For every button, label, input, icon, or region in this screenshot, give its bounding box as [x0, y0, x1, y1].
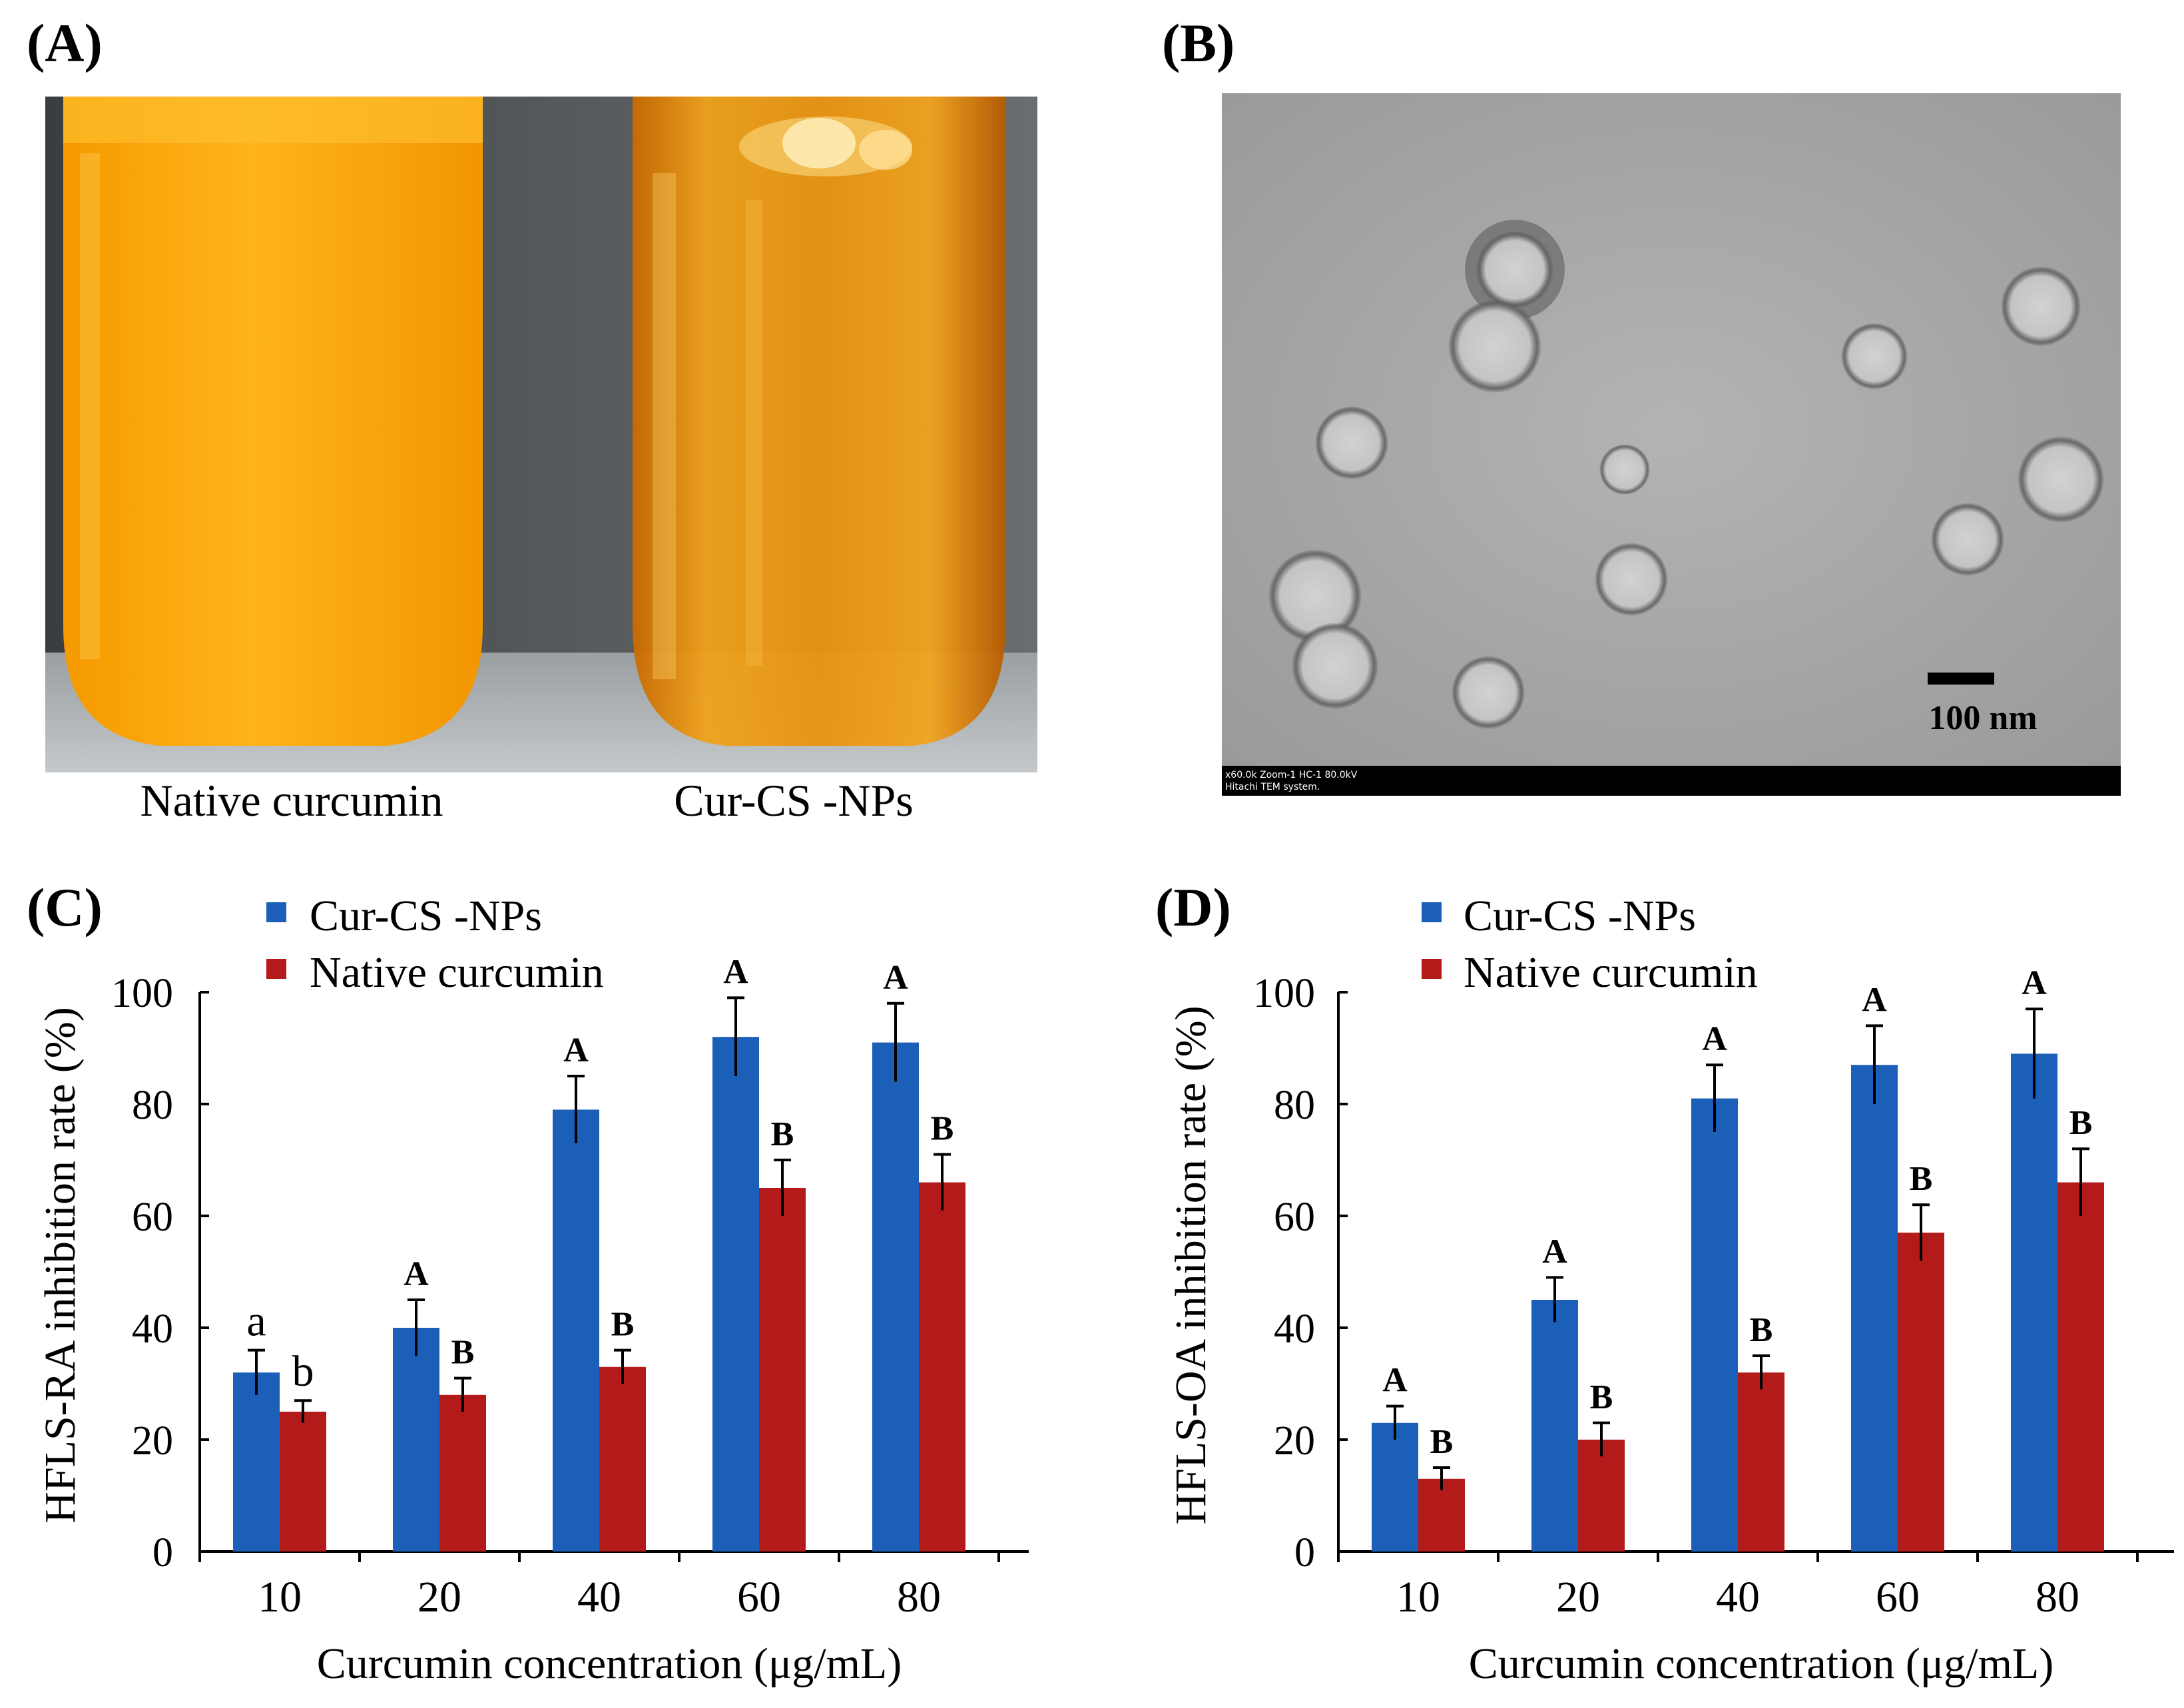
- significance-letter-native-curcumin-80: B: [2069, 1104, 2093, 1142]
- panel-d-x-tick-label: 60: [1876, 1573, 1920, 1621]
- caption-native-curcumin: Native curcumin: [140, 775, 443, 826]
- panel-c-y-tick-label: 80: [132, 1083, 173, 1128]
- native-curcumin-vial: [63, 97, 483, 746]
- panel-c-x-tick-label: 10: [258, 1573, 302, 1621]
- bar-cur-cs-nps-40: [553, 1109, 599, 1552]
- panel-d-x-axis-title: Curcumin concentration (μg/mL): [1469, 1639, 2053, 1688]
- bar-native-curcumin-20: [1578, 1440, 1625, 1552]
- tem-footer-line1: x60.0k Zoom-1 HC-1 80.0kV: [1225, 770, 1358, 780]
- cur-cs-nps-vial: [633, 97, 1005, 746]
- panel-d-chart: (D) Cur-CS -NPs Native curcumin HFLS-OA …: [1155, 877, 2174, 1688]
- scale-bar-label: 100 nm: [1928, 699, 2037, 737]
- significance-letter-cur-cs-nps-10: A: [1382, 1362, 1408, 1400]
- legend-swatch-cur-cs-nps: [1422, 902, 1442, 922]
- significance-letter-native-curcumin-80: B: [931, 1110, 954, 1148]
- tem-footer: [1222, 766, 2121, 796]
- significance-letter-native-curcumin-40: B: [1750, 1311, 1773, 1349]
- significance-letter-native-curcumin-60: B: [1910, 1160, 1933, 1198]
- legend-swatch-native-curcumin: [266, 959, 286, 979]
- panel-c-legend: Cur-CS -NPs Native curcumin: [266, 892, 604, 997]
- bar-native-curcumin-10: [280, 1412, 326, 1552]
- bar-cur-cs-nps-80: [872, 1042, 919, 1552]
- bar-native-curcumin-40: [1738, 1372, 1784, 1552]
- panel-c-y-tick-label: 0: [152, 1530, 173, 1575]
- panel-c-x-tick-label: 20: [417, 1573, 461, 1621]
- panel-c-y-tick-label: 40: [132, 1306, 173, 1352]
- panel-d-x-tick-label: 40: [1716, 1573, 1760, 1621]
- panel-a-label: (A): [27, 13, 103, 73]
- panel-a: (A) Native curcumin Cur-CS -NPs: [27, 13, 1037, 826]
- panel-d-legend: Cur-CS -NPs Native curcumin: [1422, 892, 1758, 997]
- legend-swatch-cur-cs-nps: [266, 902, 286, 922]
- significance-letter-cur-cs-nps-10: a: [246, 1297, 266, 1346]
- significance-letter-cur-cs-nps-80: A: [883, 959, 908, 997]
- panel-c-y-tick-label: 100: [111, 971, 173, 1016]
- panel-d-y-tick-label: 40: [1274, 1306, 1315, 1352]
- bar-cur-cs-nps-10: [1372, 1422, 1418, 1552]
- vials-photo: [45, 97, 1037, 772]
- bar-native-curcumin-60: [1898, 1233, 1944, 1552]
- panel-d-y-tick-label: 80: [1274, 1083, 1315, 1128]
- panel-c-x-tick-label: 80: [897, 1573, 941, 1621]
- significance-letter-native-curcumin-10: b: [292, 1347, 314, 1396]
- panel-d-y-tick-label: 60: [1274, 1195, 1315, 1240]
- bar-native-curcumin-80: [2057, 1182, 2104, 1552]
- significance-letter-native-curcumin-40: B: [611, 1306, 635, 1344]
- significance-letter-cur-cs-nps-20: A: [1542, 1233, 1567, 1271]
- panel-d-label: (D): [1155, 877, 1231, 938]
- panel-b: (B) 100 nm x60.0k Zoom-1 HC-1 8: [1162, 13, 2121, 796]
- bar-cur-cs-nps-60: [1851, 1065, 1898, 1552]
- bar-cur-cs-nps-60: [712, 1037, 759, 1552]
- panel-d-x-tick-label: 80: [2036, 1573, 2079, 1621]
- panel-d-y-tick-label: 100: [1253, 971, 1315, 1016]
- legend-swatch-native-curcumin: [1422, 959, 1442, 979]
- bar-native-curcumin-40: [599, 1366, 646, 1552]
- significance-letter-native-curcumin-20: B: [451, 1334, 475, 1372]
- panel-d-y-tick-label: 0: [1294, 1530, 1315, 1575]
- bar-cur-cs-nps-80: [2011, 1053, 2057, 1552]
- panel-c-x-tick-label: 40: [577, 1573, 621, 1621]
- significance-letter-cur-cs-nps-40: A: [563, 1031, 589, 1069]
- significance-letter-cur-cs-nps-40: A: [1702, 1020, 1727, 1058]
- bar-native-curcumin-60: [759, 1188, 806, 1552]
- tem-image: 100 nm x60.0k Zoom-1 HC-1 80.0kV Hitachi…: [1222, 93, 2121, 796]
- legend-label-cur-cs-nps: Cur-CS -NPs: [1464, 892, 1696, 940]
- legend-label-native-curcumin: Native curcumin: [1464, 948, 1758, 997]
- significance-letter-native-curcumin-20: B: [1590, 1378, 1613, 1416]
- significance-letter-cur-cs-nps-60: A: [1862, 981, 1887, 1019]
- nanoparticles: [1268, 220, 2104, 729]
- panel-c-y-axis-title: HFLS-RA inhibition rate (%): [36, 1007, 85, 1523]
- legend-label-cur-cs-nps: Cur-CS -NPs: [310, 892, 542, 940]
- tem-footer-line2: Hitachi TEM system.: [1225, 782, 1320, 792]
- significance-letter-native-curcumin-60: B: [771, 1115, 794, 1153]
- bar-cur-cs-nps-20: [393, 1328, 439, 1552]
- panel-d-x-tick-label: 10: [1396, 1573, 1440, 1621]
- panel-d-x-tick-label: 20: [1556, 1573, 1600, 1621]
- panel-d-y-axis-title: HFLS-OA inhibition rate (%): [1167, 1005, 1215, 1524]
- bar-native-curcumin-10: [1418, 1478, 1465, 1552]
- significance-letter-cur-cs-nps-80: A: [2022, 964, 2047, 1002]
- panel-d-y-tick-label: 20: [1274, 1418, 1315, 1464]
- panel-c-x-tick-label: 60: [737, 1573, 781, 1621]
- bar-native-curcumin-80: [919, 1182, 965, 1552]
- legend-label-native-curcumin: Native curcumin: [310, 948, 604, 997]
- scale-bar: [1928, 673, 1994, 685]
- bar-cur-cs-nps-20: [1531, 1300, 1578, 1552]
- panel-c-y-tick-label: 60: [132, 1195, 173, 1240]
- bar-native-curcumin-20: [439, 1394, 486, 1552]
- panel-c-chart: (C) Cur-CS -NPs Native curcumin HFLS-RA …: [27, 877, 1029, 1688]
- bar-cur-cs-nps-10: [233, 1372, 280, 1552]
- significance-letter-cur-cs-nps-60: A: [723, 953, 748, 991]
- significance-letter-native-curcumin-10: B: [1430, 1423, 1454, 1461]
- panel-b-label: (B): [1162, 13, 1234, 73]
- panel-c-y-tick-label: 20: [132, 1418, 173, 1464]
- panel-c-x-axis-title: Curcumin concentration (μg/mL): [317, 1639, 902, 1688]
- bar-cur-cs-nps-40: [1691, 1098, 1738, 1552]
- panel-c-label: (C): [27, 877, 103, 938]
- significance-letter-cur-cs-nps-20: A: [404, 1255, 429, 1293]
- caption-cur-cs-nps: Cur-CS -NPs: [674, 775, 914, 826]
